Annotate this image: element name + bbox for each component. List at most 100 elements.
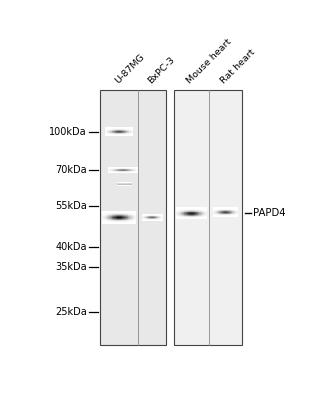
Bar [113, 217, 114, 218]
Bar [117, 183, 132, 184]
Bar [187, 211, 188, 212]
Bar [194, 212, 195, 213]
Bar [133, 213, 134, 214]
Bar [133, 171, 134, 172]
Bar [129, 168, 130, 169]
Bar [114, 212, 115, 213]
Bar [179, 215, 180, 216]
Bar [125, 130, 126, 131]
Bar [148, 214, 149, 215]
Bar [112, 221, 113, 222]
Bar [125, 218, 126, 219]
Bar [237, 214, 238, 215]
Bar [116, 168, 117, 169]
Bar [127, 168, 128, 169]
Bar [126, 213, 127, 214]
Bar [107, 215, 108, 216]
Bar [157, 219, 158, 220]
Bar [213, 211, 214, 212]
Bar [228, 208, 229, 209]
Bar [127, 170, 128, 171]
Bar [118, 217, 119, 218]
Bar [202, 219, 203, 220]
Bar [177, 214, 178, 215]
Bar [191, 212, 192, 213]
Bar [190, 214, 191, 215]
Bar [237, 210, 238, 211]
Bar [125, 135, 126, 136]
Bar [109, 134, 110, 135]
Bar [200, 210, 201, 211]
Bar [192, 215, 193, 216]
Bar [192, 212, 193, 213]
Bar [228, 210, 229, 211]
Bar [109, 130, 110, 131]
Bar [192, 209, 193, 210]
Bar [236, 213, 237, 214]
Bar [182, 213, 183, 214]
Bar [110, 133, 111, 134]
Bar [201, 211, 202, 212]
Bar [160, 219, 161, 220]
Bar [131, 221, 132, 222]
Bar [190, 218, 191, 219]
Bar [122, 218, 123, 219]
Bar [192, 217, 193, 218]
Bar [135, 219, 136, 220]
Bar [184, 213, 185, 214]
Bar [182, 210, 183, 211]
Bar [185, 219, 186, 220]
Bar [191, 218, 192, 219]
Bar [111, 132, 112, 133]
Bar [124, 216, 125, 217]
Bar [106, 131, 107, 132]
Bar [237, 215, 238, 216]
Bar [181, 214, 182, 215]
Bar [193, 217, 194, 218]
Bar [187, 212, 188, 213]
Bar [116, 135, 117, 136]
Bar [105, 130, 106, 131]
Bar [180, 216, 181, 217]
Bar [118, 169, 119, 170]
Bar [160, 217, 161, 218]
Bar [189, 214, 190, 215]
Bar [195, 212, 196, 213]
Bar [147, 215, 148, 216]
Bar [111, 218, 112, 219]
Bar [193, 210, 194, 211]
Bar [205, 218, 206, 219]
Bar [230, 211, 231, 212]
Bar [137, 171, 138, 172]
Bar [149, 215, 150, 216]
Bar [116, 171, 117, 172]
Bar [202, 210, 203, 211]
Bar [225, 216, 226, 217]
Bar [118, 212, 119, 213]
Bar [202, 213, 203, 214]
Bar [107, 132, 108, 133]
Bar [225, 211, 226, 212]
Bar [187, 209, 188, 210]
Bar [117, 133, 118, 134]
Bar [178, 217, 179, 218]
Bar [180, 212, 181, 213]
Bar [203, 212, 204, 213]
Bar [226, 216, 227, 217]
Bar [187, 208, 188, 209]
Bar [153, 214, 154, 215]
Bar [132, 171, 133, 172]
Bar [105, 218, 106, 219]
Bar [199, 217, 200, 218]
Bar [227, 210, 228, 211]
Bar [122, 131, 123, 132]
Bar [182, 218, 183, 219]
Bar [110, 167, 111, 168]
Bar [124, 223, 125, 224]
Bar [184, 215, 185, 216]
Bar [190, 215, 191, 216]
Bar [134, 219, 135, 220]
Bar [120, 170, 121, 171]
Bar [122, 217, 123, 218]
Bar [108, 168, 109, 169]
